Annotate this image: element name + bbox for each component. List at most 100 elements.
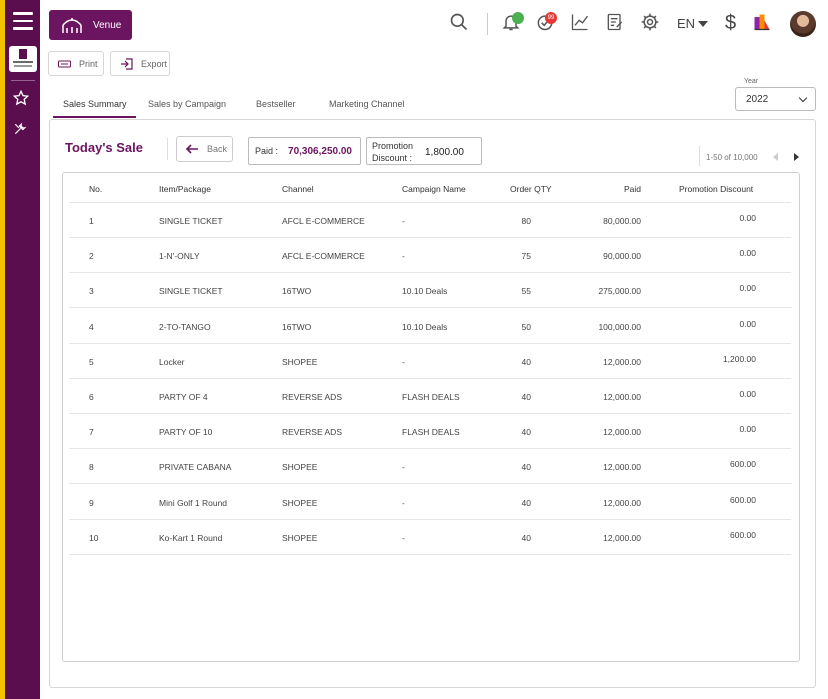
cell-campaign: 10.10 Deals [402,286,448,297]
table-row[interactable]: 5 Locker SHOPEE - 40 12,000.00 1,200.00 [69,344,791,379]
cell-item: Mini Golf 1 Round [159,497,228,508]
paid-value: 70,306,250.00 [288,145,352,157]
column-header-campaign: Campaign Name [402,184,466,194]
cell-order-qty: 40 [521,462,531,473]
column-header-order-qty: Order QTY [510,184,552,194]
cell-paid: 12,000.00 [603,356,641,367]
sidebar [0,0,40,699]
menu-icon[interactable] [13,12,33,30]
tab-sales-by-campaign[interactable]: Sales by Campaign [148,99,227,109]
alert-badge: 99 [545,12,557,24]
language-selector[interactable]: EN [677,16,709,31]
cell-channel: SHOPEE [282,497,318,508]
report-icon[interactable] [605,12,627,34]
cell-order-qty: 40 [521,356,531,367]
promo-label-line2: Discount : [372,153,413,163]
cell-campaign: FLASH DEALS [402,392,460,402]
cell-order-qty: 50 [521,321,531,332]
promo-value: 1,800.00 [425,147,464,158]
venue-icon [62,18,82,33]
tab-marketing-channel[interactable]: Marketing Channel [329,99,405,109]
chevron-down-icon [798,93,808,103]
table-row[interactable]: 4 2-TO-TANGO 16TWO 10.10 Deals 50 100,000.00 0… [69,309,791,344]
cell-promo-discount: 600.00 [730,529,756,540]
cell-no: 3 [89,286,94,297]
chart-icon[interactable] [570,12,592,34]
cell-item: Locker [159,356,185,367]
search-icon[interactable] [449,12,471,34]
table-row[interactable]: 10 Ko-Kart 1 Round SHOPEE - 40 12,000.00 600.0… [69,520,791,555]
cell-paid: 12,000.00 [603,497,641,508]
cell-campaign: - [402,497,405,508]
export-button[interactable]: Export [110,51,170,76]
table-row[interactable]: 7 PARTY OF 10 REVERSE ADS FLASH DEALS 40 12,0… [69,414,791,450]
cell-order-qty: 80 [521,216,531,226]
year-value: 2022 [746,93,769,105]
venue-button[interactable]: Venue [49,10,132,40]
notification-badge [512,12,524,24]
cell-channel: AFCL E-COMMERCE [282,251,365,262]
cell-paid: 100,000.00 [598,321,641,332]
column-header-channel: Channel [282,184,314,194]
print-button[interactable]: Print [48,51,104,76]
print-icon [58,60,71,67]
tab-sales-summary[interactable]: Sales Summary [63,99,127,109]
gear-icon[interactable] [640,12,662,34]
cell-channel: SHOPEE [282,462,318,473]
cell-channel: SHOPEE [282,356,318,367]
cell-channel: REVERSE ADS [282,392,342,402]
back-button[interactable]: Back [176,136,233,162]
currency-icon[interactable]: $ [725,12,737,34]
user-avatar[interactable] [790,11,816,37]
export-label: Export [141,58,168,69]
cell-campaign: - [402,216,405,226]
prev-page-icon[interactable] [773,153,778,161]
paid-label: Paid : [255,146,279,156]
cell-promo-discount: 1,200.00 [722,353,756,364]
cell-order-qty: 40 [521,392,531,402]
cell-paid: 80,000.00 [603,216,641,226]
page-title: Today's Sale [65,140,143,155]
pagination-range: 1-50 of 10,000 [706,153,758,162]
column-header-item: Item/Package [159,184,211,194]
cell-no: 5 [89,356,94,367]
cell-item: PRIVATE CABANA [159,462,232,473]
year-select[interactable]: 2022 [735,87,816,111]
cell-order-qty: 40 [521,427,531,438]
star-icon[interactable] [12,89,33,110]
cell-promo-discount: 0.00 [739,389,756,399]
table-row[interactable]: 6 PARTY OF 4 REVERSE ADS FLASH DEALS 40 12,00… [69,379,791,414]
sales-panel [49,119,816,688]
cell-paid: 90,000.00 [603,251,641,262]
cell-promo-discount: 0.00 [739,318,756,329]
cell-no: 8 [89,462,94,473]
cell-item: Ko-Kart 1 Round [159,532,223,543]
cell-no: 7 [89,427,94,438]
table-row[interactable]: 9 Mini Golf 1 Round SHOPEE - 40 12,000.00 600.… [69,485,791,520]
tools-icon[interactable] [13,122,33,142]
table-row[interactable]: 3 SINGLE TICKET 16TWO 10.10 Deals 55 275,000.… [69,273,791,309]
cell-order-qty: 40 [521,532,531,543]
cell-campaign: - [402,532,405,543]
cell-no: 2 [89,251,94,262]
cell-order-qty: 40 [521,497,531,508]
brand-logo[interactable] [9,46,37,72]
cell-no: 10 [89,532,99,543]
cell-channel: 16TWO [282,286,312,297]
sales-table [62,172,800,662]
export-icon [121,57,133,70]
print-label: Print [79,58,98,69]
cell-campaign: - [402,356,405,367]
table-row[interactable]: 2 1-N'-ONLY AFCL E-COMMERCE - 75 90,000.00 0.0… [69,238,791,274]
title-divider [167,138,168,160]
cell-paid: 275,000.00 [598,286,641,297]
cell-campaign: - [402,462,405,473]
table-row[interactable]: 8 PRIVATE CABANA SHOPEE - 40 12,000.00 600.00 [69,449,791,485]
tab-bestseller[interactable]: Bestseller [256,99,296,109]
cell-promo-discount: 0.00 [739,424,756,435]
table-row[interactable]: 1 SINGLE TICKET AFCL E-COMMERCE - 80 80,000.0… [69,203,791,238]
cell-paid: 12,000.00 [603,532,641,543]
cell-promo-discount: 0.00 [739,283,756,294]
next-page-icon[interactable] [794,153,799,161]
palette-icon[interactable] [752,12,774,34]
